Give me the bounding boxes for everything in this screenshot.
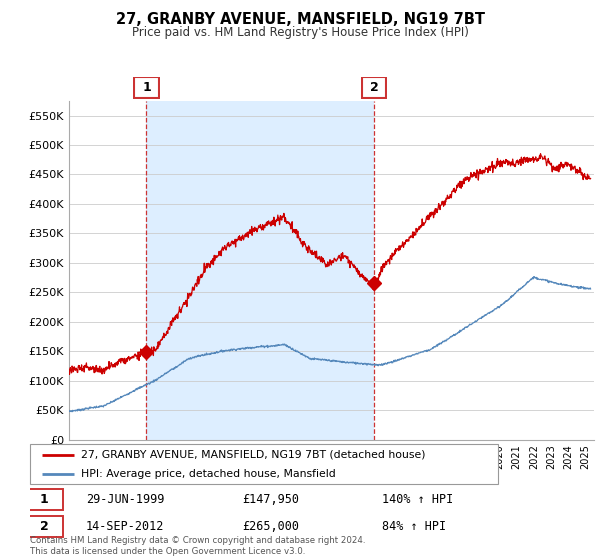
FancyBboxPatch shape [134,77,159,99]
Text: 1: 1 [142,81,151,95]
Text: 84% ↑ HPI: 84% ↑ HPI [382,520,446,533]
Bar [146,101,374,440]
FancyBboxPatch shape [30,444,498,484]
Text: Price paid vs. HM Land Registry's House Price Index (HPI): Price paid vs. HM Land Registry's House … [131,26,469,39]
Text: 27, GRANBY AVENUE, MANSFIELD, NG19 7BT: 27, GRANBY AVENUE, MANSFIELD, NG19 7BT [115,12,485,27]
FancyBboxPatch shape [25,489,64,510]
Text: 29-JUN-1999: 29-JUN-1999 [86,493,164,506]
Text: HPI: Average price, detached house, Mansfield: HPI: Average price, detached house, Mans… [82,469,336,478]
Text: 140% ↑ HPI: 140% ↑ HPI [382,493,453,506]
Text: £147,950: £147,950 [242,493,299,506]
Text: 2: 2 [40,520,49,533]
Text: 14-SEP-2012: 14-SEP-2012 [86,520,164,533]
Text: 2: 2 [370,81,379,95]
Text: 1: 1 [40,493,49,506]
Text: Contains HM Land Registry data © Crown copyright and database right 2024.
This d: Contains HM Land Registry data © Crown c… [30,536,365,556]
FancyBboxPatch shape [25,516,64,537]
Text: £265,000: £265,000 [242,520,299,533]
FancyBboxPatch shape [362,77,386,99]
Text: 27, GRANBY AVENUE, MANSFIELD, NG19 7BT (detached house): 27, GRANBY AVENUE, MANSFIELD, NG19 7BT (… [82,450,426,460]
